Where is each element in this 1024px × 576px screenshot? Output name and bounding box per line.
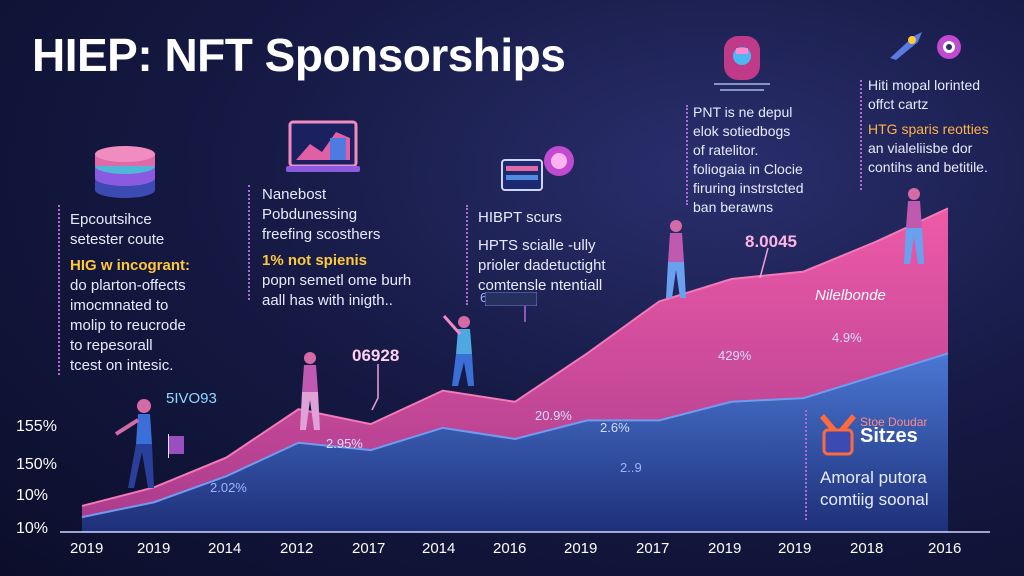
note-text: PNT is ne depul	[693, 104, 793, 120]
note-text: tcest on intesic.	[70, 357, 174, 374]
annotation-note-4: PNT is ne depul elok sotiedbogs of ratel…	[693, 103, 843, 217]
y-tick-label: 10%	[16, 520, 49, 537]
note-text: HIBPT scurs	[478, 209, 562, 226]
x-tick-label: 2019	[564, 540, 598, 557]
flag-icon	[168, 434, 184, 458]
note-text: an vialeliisbe dor	[868, 140, 973, 156]
token-icon	[544, 146, 574, 176]
note-text: foliogaia in Clocie	[693, 161, 803, 177]
note-text: offct cartz	[868, 96, 929, 112]
note-text: elok sotiedbogs	[693, 123, 791, 139]
x-tick-label: 2019	[70, 540, 104, 557]
note-text: firuring instrstcted	[693, 180, 804, 196]
data-label: Nilelbonde	[815, 287, 886, 304]
data-label: 4.9%	[832, 330, 862, 345]
data-label: 2.6%	[600, 420, 630, 435]
guide-line	[58, 205, 60, 375]
x-tick-label: 2016	[928, 540, 962, 557]
x-tick-label: 2019	[778, 540, 812, 557]
area-series-lower	[82, 353, 948, 532]
x-tick-label: 2019	[137, 540, 171, 557]
note-highlight: 1% not spienis	[262, 252, 368, 269]
person-figure	[114, 399, 154, 488]
note-text: do plarton-offects	[70, 277, 186, 294]
note-text: comtensle ntentiall	[478, 277, 603, 294]
x-tick-label: 2019	[708, 540, 742, 557]
note-text: aall has with inigth..	[262, 292, 393, 309]
note-text: freefing scosthers	[262, 226, 381, 243]
note-text: setester coute	[70, 231, 165, 248]
x-tick-label: 2018	[850, 540, 884, 557]
annotation-note-5: Hiti mopal lorinted offct cartz HTG spar…	[868, 76, 1018, 177]
note-text: HPTS scialle -ully	[478, 237, 596, 254]
side-note-text: Amoral putora	[820, 468, 927, 487]
chart-title: HIEP: NFT Sponsorships	[32, 29, 566, 81]
gift-icon	[820, 414, 856, 456]
side-note-text: comtiig soonal	[820, 490, 929, 509]
y-tick-label: 155%	[16, 418, 57, 435]
annotation-note-3: HIBPT scurs HPTS scialle -ully prioler d…	[478, 208, 648, 296]
data-label: 8.0045	[745, 232, 797, 251]
note-text: molip to reucrode	[70, 317, 186, 334]
small-badge-icon	[485, 292, 537, 306]
data-label: 429%	[718, 348, 752, 363]
guide-line	[248, 185, 250, 300]
person-figure	[442, 315, 474, 386]
coin-stack-icon	[95, 146, 155, 198]
data-label: 2.95%	[326, 436, 363, 451]
area-series-upper-line	[81, 207, 949, 507]
side-note-badge: Sitzes	[860, 425, 918, 447]
laptop-chart-icon	[286, 120, 360, 172]
data-label: 20.9%	[535, 408, 572, 423]
note-text: imocmnated to	[70, 297, 169, 314]
note-text: prioler dadetuctight	[478, 257, 606, 274]
x-tick-label: 2017	[636, 540, 670, 557]
data-label: 5IVO93	[166, 390, 217, 407]
area-series-lower-line	[81, 352, 949, 519]
guide-line	[805, 410, 807, 520]
x-tick-label: 2014	[208, 540, 242, 557]
note-text: Nanebost	[262, 186, 327, 203]
annotation-note-1: Epcoutsihce setester coute HIG w incogra…	[70, 210, 230, 376]
person-figure	[300, 352, 320, 430]
note-text: Epcoutsihce	[70, 211, 152, 228]
note-text: of ratelitor.	[693, 142, 759, 158]
data-label: 2.02%	[210, 480, 247, 495]
note-text: contihs and betitile.	[868, 159, 988, 175]
x-tick-label: 2016	[493, 540, 527, 557]
x-tick-label: 2012	[280, 540, 314, 557]
person-figure	[666, 220, 686, 298]
data-label: 2..9	[620, 460, 642, 475]
note-text: to repesorall	[70, 337, 153, 354]
note-text: Hiti mopal lorinted	[868, 77, 981, 93]
person-figure	[904, 188, 924, 264]
x-tick-label: 2014	[422, 540, 456, 557]
y-tick-label: 150%	[16, 456, 57, 473]
x-tick-label: 2017	[352, 540, 386, 557]
server-icon	[501, 159, 543, 191]
guide-line	[686, 105, 688, 205]
rocket-icon	[890, 32, 922, 60]
note-text: popn semetl ome burh	[262, 272, 412, 289]
note-text: ban berawns	[693, 199, 774, 215]
y-tick-label: 10%	[16, 487, 49, 504]
annotation-note-2: Nanebost Pobdunessing freefing scosthers…	[262, 185, 442, 311]
gear-icon	[937, 35, 961, 59]
data-label: 06928	[352, 346, 400, 365]
note-text: Pobdunessing	[262, 206, 358, 223]
side-note-heading: Stoe Doudar	[860, 415, 928, 429]
note-highlight: HIG w incogrant:	[70, 257, 190, 274]
note-highlight: HTG sparis reotties	[868, 121, 989, 137]
guide-line	[466, 205, 468, 305]
nft-badge-icon	[714, 36, 770, 91]
guide-line	[860, 80, 862, 190]
